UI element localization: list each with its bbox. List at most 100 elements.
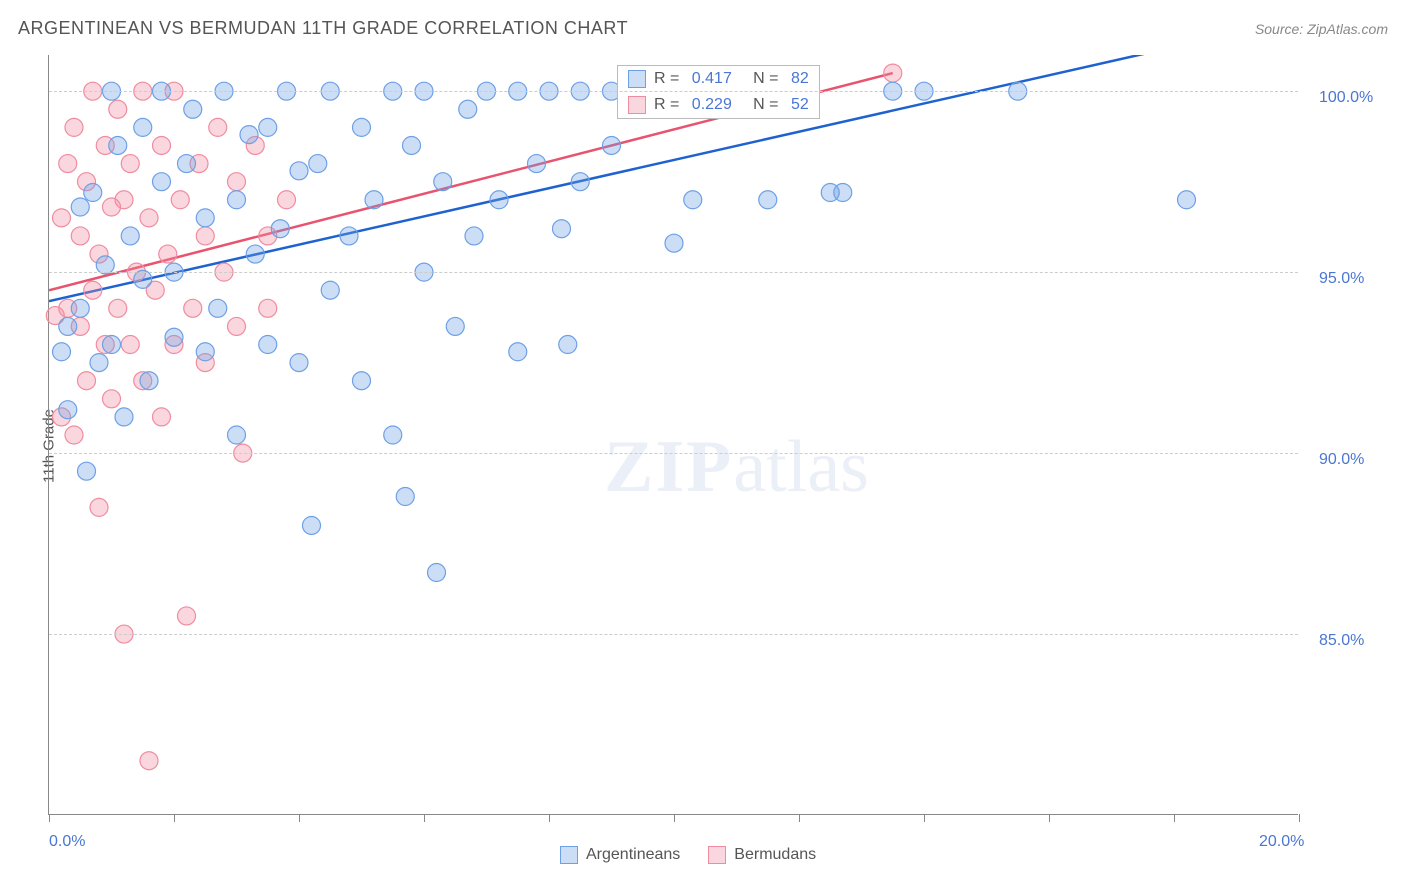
- x-tick-mark: [174, 814, 175, 822]
- x-tick-mark: [1299, 814, 1300, 822]
- scatter-point: [178, 155, 196, 173]
- scatter-point: [396, 488, 414, 506]
- scatter-point: [884, 64, 902, 82]
- scatter-point: [84, 281, 102, 299]
- scatter-point: [121, 336, 139, 354]
- scatter-point: [384, 426, 402, 444]
- scatter-point: [303, 516, 321, 534]
- stats-row: R = 0.417 N = 82: [618, 66, 819, 92]
- scatter-point: [528, 155, 546, 173]
- scatter-point: [59, 317, 77, 335]
- scatter-point: [434, 173, 452, 191]
- scatter-point: [71, 198, 89, 216]
- stat-r-label: R =: [654, 96, 684, 114]
- scatter-point: [228, 426, 246, 444]
- scatter-point: [259, 299, 277, 317]
- scatter-point: [271, 220, 289, 238]
- scatter-point: [259, 118, 277, 136]
- scatter-point: [759, 191, 777, 209]
- legend-item: Argentineans: [560, 846, 680, 864]
- scatter-point: [459, 100, 477, 118]
- chart-title: ARGENTINEAN VS BERMUDAN 11TH GRADE CORRE…: [18, 18, 628, 39]
- scatter-point: [134, 118, 152, 136]
- scatter-point: [159, 245, 177, 263]
- scatter-point: [153, 136, 171, 154]
- scatter-point: [103, 336, 121, 354]
- scatter-point: [65, 426, 83, 444]
- x-tick-mark: [49, 814, 50, 822]
- scatter-point: [684, 191, 702, 209]
- stat-r-label: R =: [654, 70, 684, 88]
- legend-item: Bermudans: [708, 846, 816, 864]
- scatter-point: [53, 209, 71, 227]
- scatter-point: [184, 100, 202, 118]
- x-tick-label: 20.0%: [1259, 833, 1304, 851]
- scatter-point: [184, 299, 202, 317]
- scatter-point: [109, 299, 127, 317]
- stat-r-value: 0.417: [692, 70, 732, 88]
- scatter-point: [559, 336, 577, 354]
- scatter-point: [71, 227, 89, 245]
- y-tick-label: 85.0%: [1319, 632, 1364, 650]
- legend-swatch: [628, 70, 646, 88]
- scatter-point: [53, 343, 71, 361]
- scatter-point: [121, 155, 139, 173]
- scatter-point: [109, 136, 127, 154]
- x-tick-mark: [924, 814, 925, 822]
- gridline: [49, 272, 1298, 273]
- x-tick-mark: [424, 814, 425, 822]
- scatter-point: [465, 227, 483, 245]
- x-tick-mark: [674, 814, 675, 822]
- scatter-point: [290, 354, 308, 372]
- x-tick-mark: [799, 814, 800, 822]
- scatter-point: [428, 564, 446, 582]
- scatter-point: [196, 343, 214, 361]
- scatter-point: [59, 401, 77, 419]
- scatter-point: [121, 227, 139, 245]
- scatter-point: [90, 498, 108, 516]
- y-tick-label: 95.0%: [1319, 270, 1364, 288]
- scatter-point: [196, 227, 214, 245]
- scatter-point: [165, 328, 183, 346]
- legend-swatch: [560, 846, 578, 864]
- gridline: [49, 634, 1298, 635]
- scatter-point: [171, 191, 189, 209]
- scatter-point: [140, 209, 158, 227]
- scatter-point: [665, 234, 683, 252]
- scatter-point: [65, 118, 83, 136]
- scatter-points-layer: [49, 55, 1299, 815]
- scatter-point: [228, 173, 246, 191]
- scatter-point: [140, 372, 158, 390]
- x-tick-mark: [299, 814, 300, 822]
- scatter-point: [353, 372, 371, 390]
- scatter-point: [153, 173, 171, 191]
- scatter-point: [309, 155, 327, 173]
- x-tick-mark: [1049, 814, 1050, 822]
- scatter-point: [153, 408, 171, 426]
- scatter-point: [340, 227, 358, 245]
- scatter-point: [490, 191, 508, 209]
- legend-label: Bermudans: [734, 846, 816, 864]
- stat-n-label: N =: [740, 70, 783, 88]
- scatter-point: [228, 191, 246, 209]
- stat-n-value: 52: [791, 96, 809, 114]
- scatter-point: [140, 752, 158, 770]
- scatter-point: [290, 162, 308, 180]
- source-attribution: Source: ZipAtlas.com: [1255, 21, 1388, 37]
- scatter-point: [109, 100, 127, 118]
- scatter-point: [59, 155, 77, 173]
- scatter-point: [353, 118, 371, 136]
- legend-swatch: [628, 96, 646, 114]
- scatter-point: [834, 184, 852, 202]
- scatter-point: [603, 136, 621, 154]
- scatter-point: [240, 126, 258, 144]
- scatter-point: [321, 281, 339, 299]
- scatter-point: [209, 118, 227, 136]
- scatter-point: [178, 607, 196, 625]
- stat-n-label: N =: [740, 96, 783, 114]
- legend-label: Argentineans: [586, 846, 680, 864]
- scatter-point: [90, 354, 108, 372]
- scatter-point: [365, 191, 383, 209]
- scatter-point: [103, 390, 121, 408]
- scatter-point: [278, 191, 296, 209]
